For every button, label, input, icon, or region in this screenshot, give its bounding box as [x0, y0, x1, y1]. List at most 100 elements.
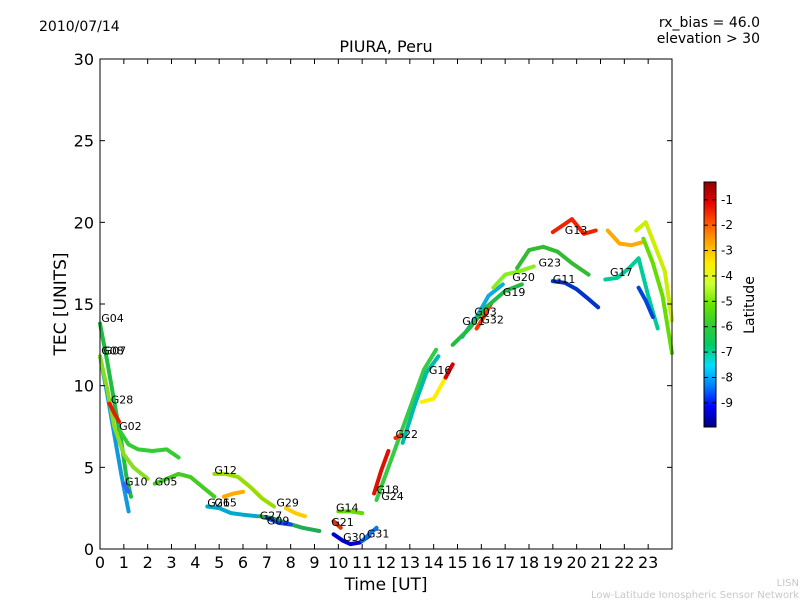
- x-tick-label: 0: [95, 553, 105, 572]
- prn-label: G03: [474, 305, 497, 318]
- x-tick-label: 14: [423, 553, 443, 572]
- prn-label: G05: [155, 475, 178, 488]
- prn-label: G16: [429, 364, 452, 377]
- x-tick-label: 23: [638, 553, 658, 572]
- series-g10: [121, 481, 131, 494]
- x-tick-label: 22: [614, 553, 634, 572]
- elevation-label: elevation > 30: [657, 31, 760, 47]
- colorbar: [703, 181, 717, 428]
- colorbar-ticks: -1 -2 -3 -4 -5 -6 -7 -8 -9: [704, 193, 733, 410]
- axes: 0 1 2 3 4 5 6 7 8 9 10 11 12 13 14 15 16 17 18 19 20 21 22 2305…: [74, 50, 673, 572]
- prn-label: G04: [101, 312, 124, 325]
- series-g20: [491, 264, 536, 290]
- colorbar-tick-label: -6: [721, 320, 733, 334]
- series-g15: [221, 489, 245, 499]
- x-tick-label: 9: [309, 553, 319, 572]
- x-axis-label: Time [UT]: [343, 575, 427, 595]
- prn-label: G02: [119, 420, 142, 433]
- prn-label: G14: [336, 501, 359, 514]
- colorbar-tick-label: -1: [721, 193, 733, 207]
- series-g11: [550, 279, 601, 310]
- series-g17: [603, 256, 660, 331]
- series-gx2: [634, 220, 674, 323]
- chart-title: PIURA, Peru: [339, 37, 432, 56]
- series-g22: [393, 432, 405, 440]
- date-label: 2010/07/14: [39, 19, 120, 35]
- colorbar-tick-label: -9: [721, 396, 733, 410]
- prn-label: G13: [565, 224, 588, 237]
- series-g02: [117, 427, 181, 460]
- prn-label: G07: [104, 345, 127, 358]
- prn-label: G26: [207, 497, 230, 510]
- series-g06: [419, 375, 448, 404]
- series-g31: [360, 525, 379, 543]
- series-g29: [283, 506, 307, 519]
- colorbar-tick-label: -7: [721, 345, 733, 359]
- x-tick-label: 3: [166, 553, 176, 572]
- x-tick-label: 17: [495, 553, 515, 572]
- prn-label: G18: [377, 484, 400, 497]
- x-tick-label: 15: [447, 553, 467, 572]
- prn-label: G21: [331, 516, 354, 529]
- series-g24: [374, 347, 439, 502]
- x-tick-label: 21: [590, 553, 610, 572]
- series-g03: [474, 302, 493, 331]
- x-tick-label: 6: [238, 553, 248, 572]
- series-g26: [205, 504, 260, 519]
- series-g09: [264, 516, 293, 527]
- prn-label: G22: [396, 428, 419, 441]
- series-g05: [152, 471, 217, 499]
- x-tick-label: 4: [190, 553, 200, 572]
- prn-label: G29: [276, 497, 299, 510]
- prn-label: G15: [214, 497, 237, 510]
- series-g16: [400, 354, 441, 445]
- y-axis-label: TEC [UNITS]: [51, 252, 71, 356]
- y-tick-label: 0: [84, 540, 94, 559]
- prn-label: G24: [381, 490, 404, 503]
- x-tick-label: 1: [119, 553, 129, 572]
- rx-bias-label: rx_bias = 46.0: [659, 15, 760, 31]
- series-g12: [212, 471, 276, 509]
- y-tick-label: 15: [74, 295, 94, 314]
- series-g28: [107, 401, 122, 424]
- prn-label: G10: [125, 475, 148, 488]
- x-tick-label: 12: [376, 553, 396, 572]
- x-tick-label: 2: [143, 553, 153, 572]
- colorbar-label: Latitude: [742, 276, 758, 334]
- footer-lisn: LISN: [777, 578, 799, 589]
- prn-label: G09: [267, 515, 290, 528]
- x-tick-label: 7: [262, 553, 272, 572]
- prn-label: G32: [481, 314, 504, 327]
- series-g23: [515, 244, 591, 277]
- prn-label: G01: [462, 315, 485, 328]
- colorbar-tick-label: -4: [721, 269, 733, 283]
- series-g18: [372, 449, 391, 496]
- x-tick-label: 13: [400, 553, 420, 572]
- prn-label: G11: [553, 273, 576, 286]
- prn-label: G28: [111, 394, 134, 407]
- prn-label: G20: [512, 271, 535, 284]
- y-tick-label: 30: [74, 50, 94, 69]
- x-tick-label: 18: [519, 553, 539, 572]
- x-tick-label: 11: [352, 553, 372, 572]
- x-tick-label: 19: [543, 553, 563, 572]
- plot-series: [98, 217, 674, 547]
- colorbar-tick-label: -3: [721, 244, 733, 258]
- x-tick-label: 8: [286, 553, 296, 572]
- series-g19: [450, 282, 524, 347]
- x-tick-label: 5: [214, 553, 224, 572]
- footer-network: Low-Latitude Ionospheric Sensor Network: [591, 590, 799, 600]
- series-gx3: [641, 236, 674, 355]
- y-tick-label: 25: [74, 132, 94, 151]
- prn-label: G31: [367, 528, 390, 541]
- x-tick-label: 16: [471, 553, 491, 572]
- prn-label: G08: [101, 345, 124, 358]
- prn-label: G27: [260, 510, 283, 523]
- x-tick-label: 10: [328, 553, 348, 572]
- colorbar-tick-label: -5: [721, 294, 733, 308]
- series-g14: [336, 509, 365, 516]
- prn-label: G23: [539, 256, 562, 269]
- y-tick-label: 5: [84, 458, 94, 477]
